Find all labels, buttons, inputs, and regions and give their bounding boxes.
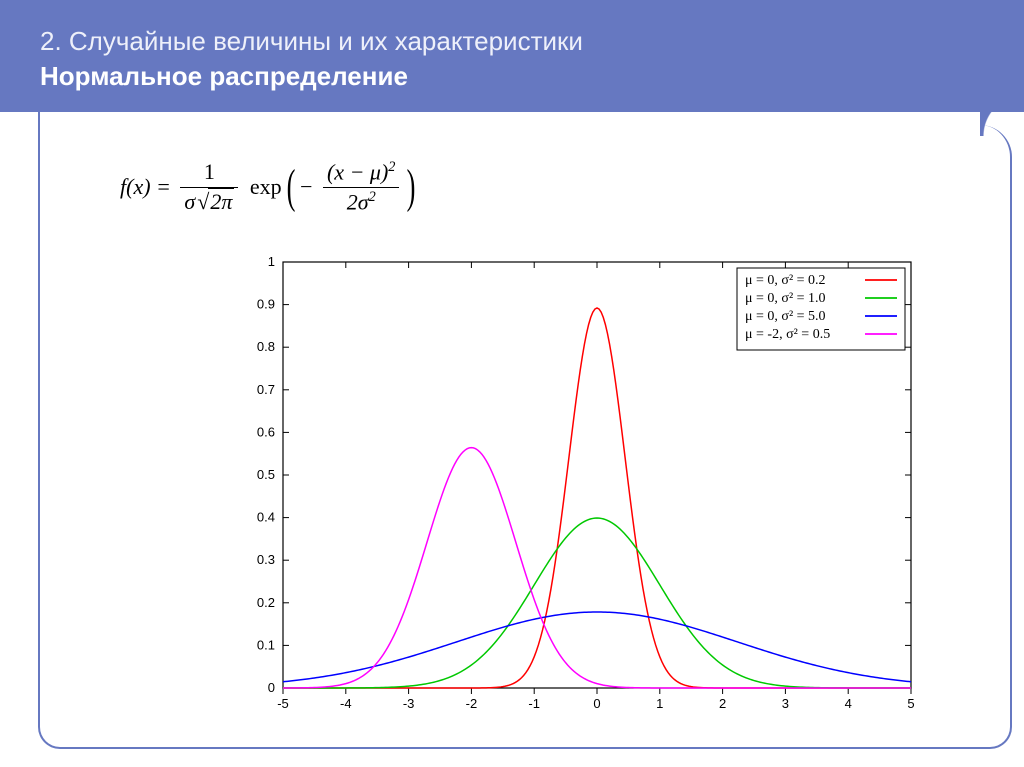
header-line-1: 2. Случайные величины и их характеристик… <box>40 26 1024 57</box>
svg-text:0.7: 0.7 <box>257 382 275 397</box>
svg-text:μ = -2, σ² = 0.5: μ = -2, σ² = 0.5 <box>745 327 830 342</box>
svg-text:0.9: 0.9 <box>257 297 275 312</box>
svg-text:0.4: 0.4 <box>257 510 275 525</box>
svg-text:0.1: 0.1 <box>257 637 275 652</box>
svg-text:-2: -2 <box>466 696 478 711</box>
svg-text:0: 0 <box>593 696 600 711</box>
header-line-2: Нормальное распределение <box>40 61 1024 92</box>
svg-text:μ = 0, σ² = 0.2: μ = 0, σ² = 0.2 <box>745 273 826 288</box>
svg-text:0.3: 0.3 <box>257 552 275 567</box>
svg-text:-5: -5 <box>277 696 289 711</box>
svg-text:-3: -3 <box>403 696 415 711</box>
svg-text:0.5: 0.5 <box>257 467 275 482</box>
svg-text:-4: -4 <box>340 696 352 711</box>
svg-text:1: 1 <box>656 696 663 711</box>
normal-distribution-chart: -5 -4 -3 -2 -1 0 1 2 3 4 5 0 0.1 0.2 0.3 0.4 0.5 0.6 0.7 0.… <box>235 250 925 720</box>
svg-text:5: 5 <box>907 696 914 711</box>
svg-text:0.8: 0.8 <box>257 339 275 354</box>
svg-text:1: 1 <box>268 254 275 269</box>
svg-text:0.6: 0.6 <box>257 424 275 439</box>
svg-text:3: 3 <box>782 696 789 711</box>
svg-text:0.2: 0.2 <box>257 595 275 610</box>
svg-text:4: 4 <box>845 696 852 711</box>
svg-text:0: 0 <box>268 680 275 695</box>
svg-text:μ = 0, σ² = 5.0: μ = 0, σ² = 5.0 <box>745 309 826 324</box>
slide: 2. Случайные величины и их характеристик… <box>0 0 1024 767</box>
slide-header: 2. Случайные величины и их характеристик… <box>0 0 1024 112</box>
svg-text:μ = 0, σ² = 1.0: μ = 0, σ² = 1.0 <box>745 291 826 306</box>
svg-text:2: 2 <box>719 696 726 711</box>
svg-text:-1: -1 <box>528 696 540 711</box>
formula-pdf: f(x) = 1 σ2π exp ( − (x − μ)2 2σ2 ) <box>120 160 413 214</box>
chart-svg: -5 -4 -3 -2 -1 0 1 2 3 4 5 0 0.1 0.2 0.3 0.4 0.5 0.6 0.7 0.… <box>235 250 925 720</box>
